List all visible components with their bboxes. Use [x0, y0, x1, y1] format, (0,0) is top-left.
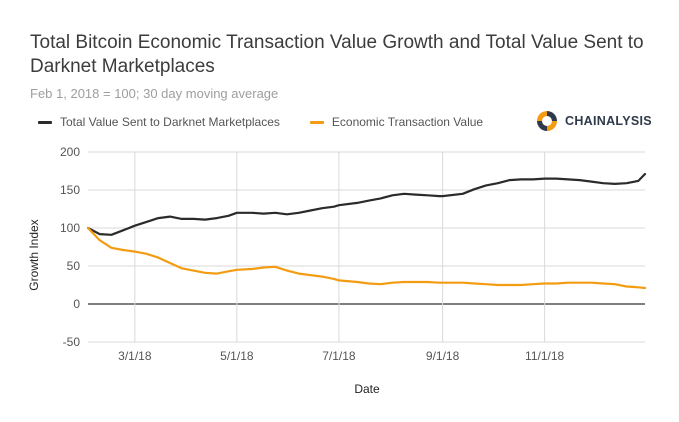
y-tick-label: 150: [60, 183, 80, 197]
y-tick-label: 200: [60, 145, 80, 159]
chart-subtitle: Feb 1, 2018 = 100; 30 day moving average: [30, 86, 279, 101]
legend-item-economic: Economic Transaction Value: [309, 115, 484, 129]
chainalysis-logo-text: CHAINALYSIS: [565, 114, 652, 128]
y-tick-label: 100: [60, 221, 80, 235]
x-tick-label: 5/1/18: [220, 349, 254, 363]
x-axis-ticks: 3/1/18 5/1/18 7/1/18 9/1/18 11/1/18: [118, 349, 564, 363]
x-tick-label: 7/1/18: [322, 349, 356, 363]
chart-title: Total Bitcoin Economic Transaction Value…: [30, 32, 644, 77]
legend-label-darknet: Total Value Sent to Darknet Marketplaces: [60, 115, 280, 129]
x-tick-label: 9/1/18: [426, 349, 460, 363]
x-tick-label: 3/1/18: [118, 349, 152, 363]
x-axis-title: Date: [354, 382, 380, 396]
chainalysis-logo: CHAINALYSIS: [535, 109, 652, 133]
legend-swatch-darknet: [38, 120, 52, 124]
x-tick-label: 11/1/18: [525, 349, 564, 363]
series-line-darknet: [86, 172, 647, 236]
chart-grid: [88, 151, 645, 343]
chainalysis-logo-icon: [537, 111, 557, 131]
y-axis-ticks: -50 0 50 100 150 200: [60, 145, 80, 349]
y-tick-label: -50: [63, 335, 81, 349]
y-axis-title: Growth Index: [27, 219, 41, 290]
y-tick-label: 0: [73, 297, 80, 311]
legend-label-economic: Economic Transaction Value: [331, 115, 484, 129]
legend: Total Value Sent to Darknet Marketplaces…: [38, 115, 513, 129]
series-line-economic: [86, 226, 647, 290]
legend-swatch-economic: [309, 120, 324, 124]
chart-lines: [86, 172, 647, 290]
legend-item-darknet: Total Value Sent to Darknet Marketplaces: [38, 115, 280, 129]
y-tick-label: 50: [67, 259, 81, 273]
